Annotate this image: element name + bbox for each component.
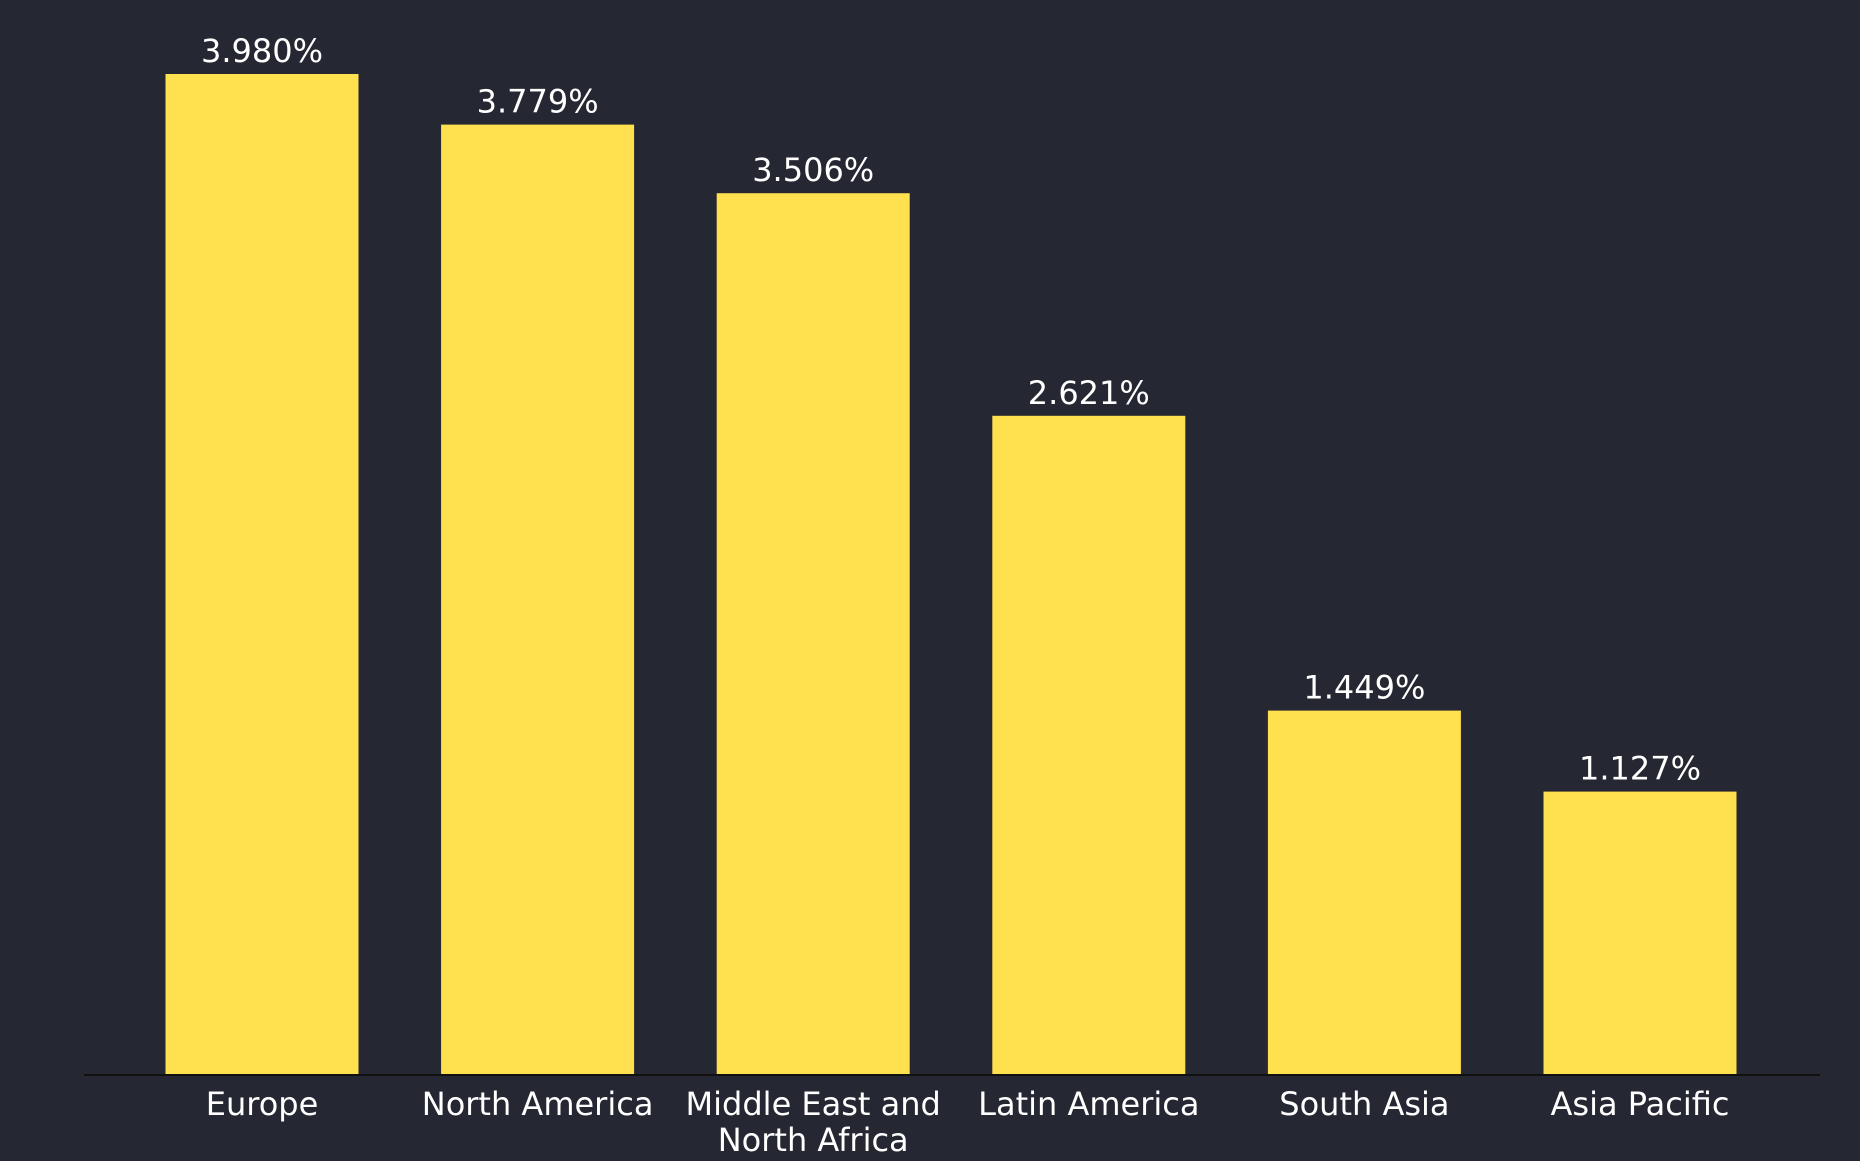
value-label-europe: 3.980% <box>201 32 323 70</box>
value-label-middle-east-and-north-africa: 3.506% <box>752 151 874 189</box>
bar-south-asia <box>1267 710 1461 1075</box>
category-label-line: Asia Pacific <box>1551 1085 1730 1123</box>
bar-middle-east-and-north-africa <box>716 193 910 1075</box>
category-label-south-asia: South Asia <box>1279 1085 1449 1123</box>
category-label-middle-east-and-north-africa: Middle East and North Africa <box>686 1085 941 1159</box>
category-label-europe: Europe <box>206 1085 319 1123</box>
bar-latin-america <box>992 415 1186 1075</box>
category-label-line: South Asia <box>1279 1085 1449 1123</box>
value-label-north-america: 3.779% <box>477 83 599 121</box>
bars-layer <box>165 74 1737 1076</box>
bar-north-america <box>441 124 635 1076</box>
category-label-line: Europe <box>206 1085 319 1123</box>
value-label-latin-america: 2.621% <box>1028 374 1150 412</box>
bar-europe <box>165 74 359 1075</box>
labels-layer: 3.980% Europe 3.779% North America 3.506% Mid… <box>201 32 1729 1159</box>
value-label-asia-pacific: 1.127% <box>1579 750 1701 788</box>
category-label-line: Latin America <box>978 1085 1199 1123</box>
category-label-line: North America <box>422 1085 654 1123</box>
category-label-latin-america: Latin America <box>978 1085 1199 1123</box>
value-label-south-asia: 1.449% <box>1303 669 1425 707</box>
category-label-north-america: North America <box>422 1085 654 1123</box>
category-label-line: North Africa <box>718 1121 909 1159</box>
category-label-line: Middle East and <box>686 1085 941 1123</box>
bar-asia-pacific <box>1543 791 1737 1075</box>
category-label-asia-pacific: Asia Pacific <box>1551 1085 1730 1123</box>
